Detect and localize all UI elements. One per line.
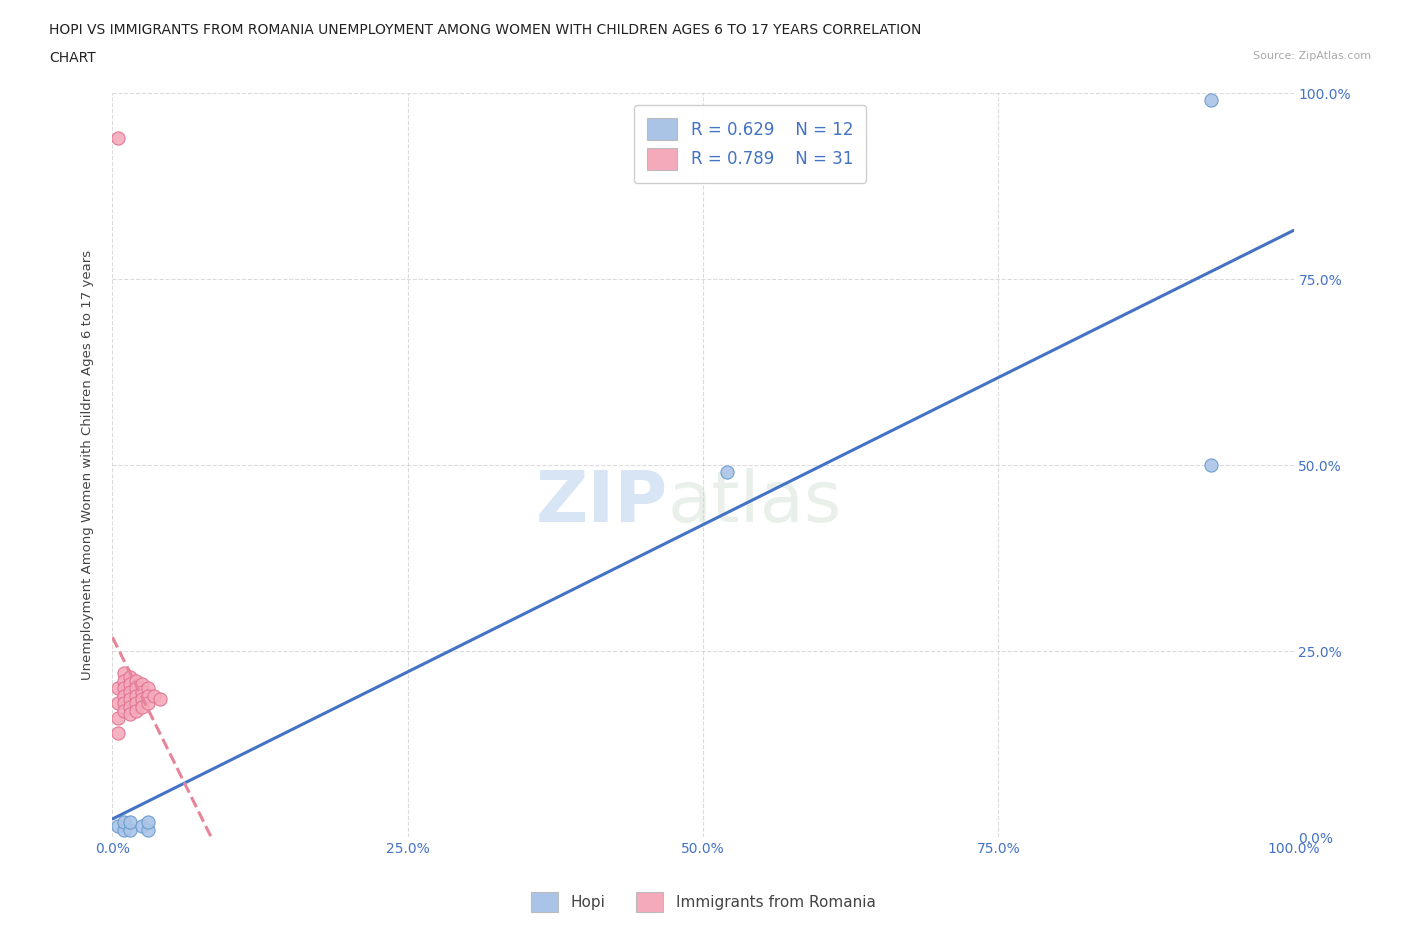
Point: [149, 692, 172, 707]
Point: [136, 822, 159, 837]
Text: Source: ZipAtlas.com: Source: ZipAtlas.com: [1253, 51, 1371, 61]
Point: [131, 677, 153, 692]
Legend: R = 0.629    N = 12, R = 0.789    N = 31: R = 0.629 N = 12, R = 0.789 N = 31: [634, 105, 866, 183]
Point: [131, 692, 153, 707]
Point: [120, 684, 142, 699]
Point: [112, 666, 135, 681]
Text: CHART: CHART: [49, 51, 96, 65]
Point: [136, 681, 159, 696]
Point: [136, 688, 159, 703]
Point: [112, 673, 135, 688]
Point: [112, 703, 135, 718]
Point: [131, 818, 153, 833]
Text: ZIP: ZIP: [536, 468, 668, 537]
Point: [120, 677, 142, 692]
Point: [136, 696, 159, 711]
Point: [112, 696, 135, 711]
Point: [120, 822, 142, 837]
Point: [120, 815, 142, 830]
Point: [107, 130, 129, 145]
Point: [125, 696, 148, 711]
Point: [112, 681, 135, 696]
Point: [107, 696, 129, 711]
Point: [107, 681, 129, 696]
Point: [125, 681, 148, 696]
Legend: Hopi, Immigrants from Romania: Hopi, Immigrants from Romania: [524, 886, 882, 918]
Text: atlas: atlas: [668, 468, 842, 537]
Text: HOPI VS IMMIGRANTS FROM ROMANIA UNEMPLOYMENT AMONG WOMEN WITH CHILDREN AGES 6 TO: HOPI VS IMMIGRANTS FROM ROMANIA UNEMPLOY…: [49, 23, 921, 37]
Point: [107, 725, 129, 740]
Point: [1199, 458, 1222, 472]
Point: [125, 673, 148, 688]
Point: [142, 688, 165, 703]
Point: [112, 688, 135, 703]
Point: [716, 465, 738, 480]
Point: [136, 815, 159, 830]
Point: [125, 688, 148, 703]
Point: [120, 670, 142, 684]
Point: [120, 699, 142, 714]
Point: [107, 818, 129, 833]
Point: [125, 703, 148, 718]
Point: [112, 815, 135, 830]
Point: [120, 707, 142, 722]
Point: [131, 699, 153, 714]
Point: [1199, 93, 1222, 108]
Point: [120, 692, 142, 707]
Y-axis label: Unemployment Among Women with Children Ages 6 to 17 years: Unemployment Among Women with Children A…: [80, 250, 94, 680]
Point: [112, 822, 135, 837]
Point: [107, 711, 129, 725]
Point: [125, 681, 148, 696]
Point: [131, 684, 153, 699]
